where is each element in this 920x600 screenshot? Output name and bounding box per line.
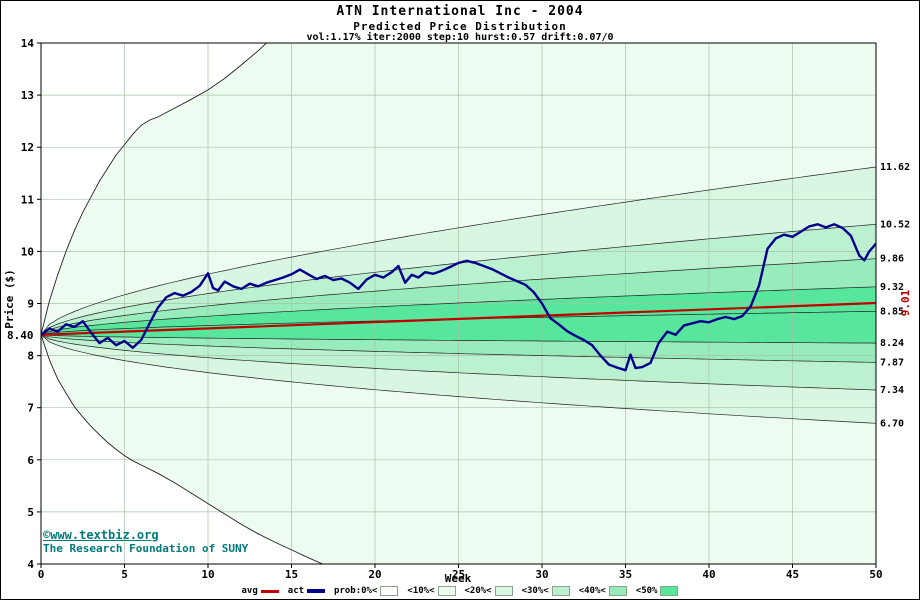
legend-avg-label: avg (241, 586, 258, 596)
copyright-link[interactable]: ©www.textbiz.org (43, 528, 159, 542)
right-axis-label: 10.52 (880, 219, 910, 230)
legend-item-prob-50: <50% (636, 586, 679, 596)
legend-item-act: act (287, 586, 326, 596)
start-price-label: 8.40 (7, 329, 34, 342)
right-axis-label: 11.62 (880, 162, 910, 173)
max-envelope-curve (41, 43, 268, 335)
right-axis-label: 7.87 (880, 357, 904, 368)
org-name: The Research Foundation of SUNY (43, 542, 249, 555)
chart-title: ATN International Inc - 2004 (336, 4, 584, 19)
price-lines (41, 223, 876, 372)
y-axis-title: Price ($) (3, 269, 16, 329)
legend-item-prob-40: <40%< (579, 586, 627, 596)
distribution-curves (41, 43, 876, 564)
act-line-swatch (307, 589, 326, 593)
prob-band-swatch (380, 586, 399, 596)
chart-subtitle: Predicted Price Distribution (353, 20, 567, 33)
prob-band-swatch (551, 586, 570, 596)
x-tick-label: 25 (452, 568, 465, 581)
legend-item-avg: avg (242, 586, 279, 596)
legend-prob-label: <40%< (578, 586, 606, 596)
percentile-curve (41, 286, 876, 336)
axis-ticks (37, 42, 877, 568)
legend-prob-label: <10%< (407, 586, 435, 596)
y-tick-label: 14 (21, 37, 35, 50)
right-axis-label: 6.70 (880, 418, 904, 429)
legend-item-prob-10: <10%< (407, 586, 456, 596)
copyright-block: ©www.textbiz.org The Research Foundation… (43, 528, 248, 556)
x-tick-label: 50 (869, 568, 882, 581)
percentile-curve (41, 334, 876, 363)
prob-band-swatch (608, 586, 627, 596)
legend-act-label: act (287, 586, 305, 596)
legend-prob-label: <30%< (521, 586, 549, 596)
min-envelope-curve (41, 334, 324, 564)
right-axis-label: 8.85 (880, 306, 904, 317)
y-tick-label: 5 (27, 506, 34, 519)
avg-line (41, 301, 876, 336)
percentile-curve (41, 334, 876, 391)
prob-band-swatch (437, 586, 456, 596)
y-tick-label: 6 (27, 454, 34, 467)
avg-line-swatch (260, 589, 279, 593)
x-tick-label: 35 (619, 568, 632, 581)
legend-prob-label: <50% (635, 586, 658, 596)
x-axis-title: Week (445, 572, 472, 585)
x-tick-label: 30 (535, 568, 548, 581)
avg-end-label: 9.01 (899, 289, 912, 316)
x-tick-label: 5 (121, 568, 128, 581)
legend: avg act prob:0%< <10%< <20%< <30%< <40%< (1, 586, 919, 596)
legend-item-prob-20: <20%< (465, 586, 513, 596)
right-axis-label: 9.86 (880, 254, 904, 265)
act-line (41, 223, 876, 372)
right-axis-label: 8.24 (880, 338, 904, 349)
legend-item-prob-30: <30%< (522, 586, 570, 596)
x-tick-label: 20 (368, 568, 381, 581)
x-tick-label: 10 (201, 568, 214, 581)
legend-prob-label: <20%< (464, 586, 492, 596)
x-tick-label: 40 (702, 568, 715, 581)
simulation-params: vol:1.17% iter:2000 step:10 hurst:0.57 d… (306, 32, 614, 43)
x-tick-label: 45 (786, 568, 799, 581)
right-axis-label: 7.34 (880, 385, 904, 396)
y-tick-label: 7 (27, 402, 34, 415)
prob-band-swatch (494, 586, 513, 596)
x-tick-label: 15 (285, 568, 298, 581)
percentile-curve (41, 258, 876, 336)
y-tick-label: 10 (21, 245, 34, 258)
percentile-curve (41, 166, 876, 336)
y-tick-label: 11 (21, 193, 35, 206)
y-tick-label: 12 (21, 141, 34, 154)
prob-band-swatch (660, 586, 679, 596)
y-tick-label: 13 (21, 89, 34, 102)
percentile-curve (41, 334, 876, 344)
y-tick-label: 8 (27, 350, 34, 363)
percentile-curve (41, 334, 876, 424)
right-axis-label: 9.32 (880, 282, 904, 293)
legend-item-prob-0: prob:0%< (334, 586, 399, 596)
y-tick-label: 4 (27, 558, 34, 571)
x-tick-label: 0 (38, 568, 45, 581)
y-tick-label: 9 (27, 298, 34, 311)
legend-prob-label: prob:0%< (334, 586, 378, 596)
